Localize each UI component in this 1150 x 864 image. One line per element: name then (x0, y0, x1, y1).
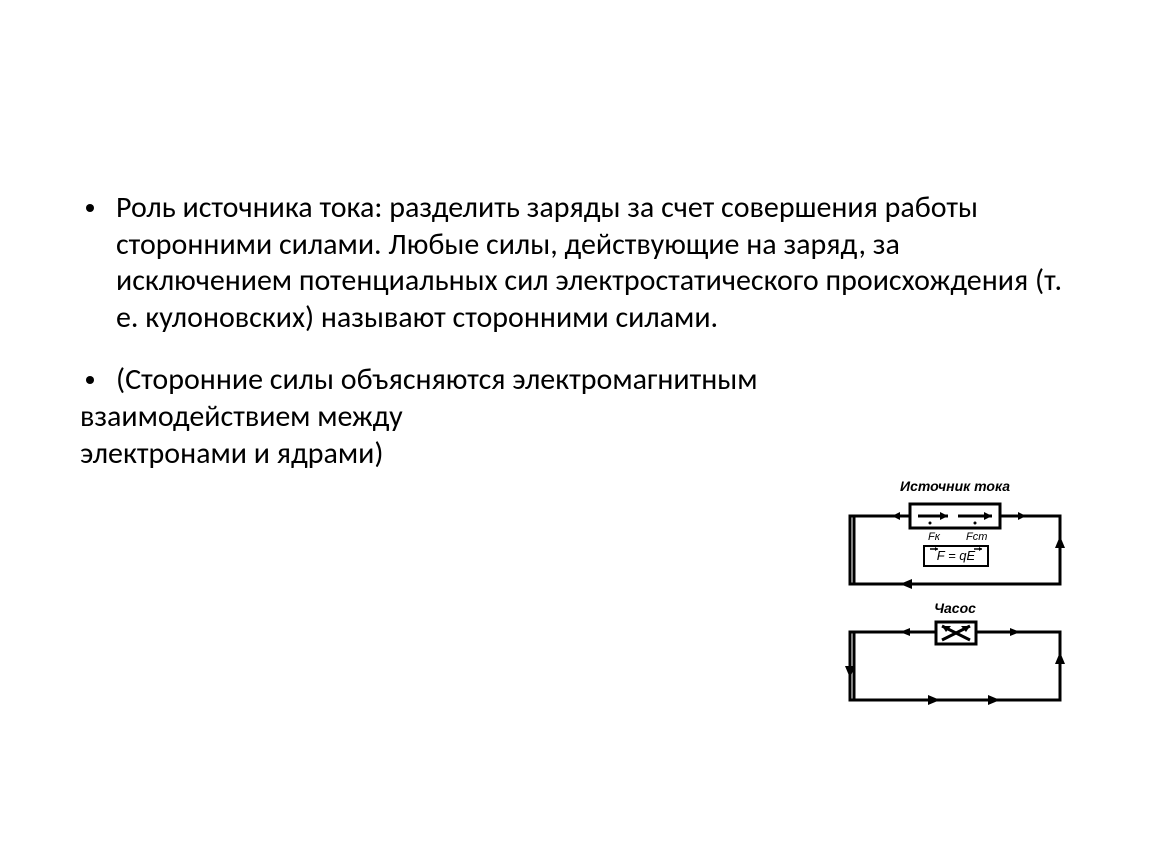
diagram-label-top: Источник тока (830, 478, 1080, 494)
second-block: (Сторонние силы объясняются электромагни… (80, 362, 1070, 472)
plain-line-2: электронами и ядрами) (80, 436, 700, 473)
slide: Роль источника тока: разделить заряды за… (0, 0, 1150, 864)
bullet-dot-icon (86, 204, 94, 212)
diagram-fk-label: Fк (928, 531, 941, 543)
bullet-item-1: Роль источника тока: разделить заряды за… (80, 190, 1070, 336)
diagram-label-mid: Часос (830, 600, 1080, 616)
diagram-bottom-svg (830, 618, 1080, 714)
diagram-fst-label: Fст (966, 531, 987, 543)
diagram-formula: F = qE (937, 548, 976, 563)
plain-line-1: взаимодействием между (80, 399, 700, 436)
circuit-diagram: Источник тока (830, 478, 1080, 714)
diagram-top-svg: Fк Fст F = qE (830, 496, 1080, 596)
bullet-dot-icon (86, 376, 94, 384)
bullet-text-1: Роль источника тока: разделить заряды за… (116, 190, 1070, 336)
bullet-text-2: (Сторонние силы объясняются электромагни… (116, 362, 1070, 399)
